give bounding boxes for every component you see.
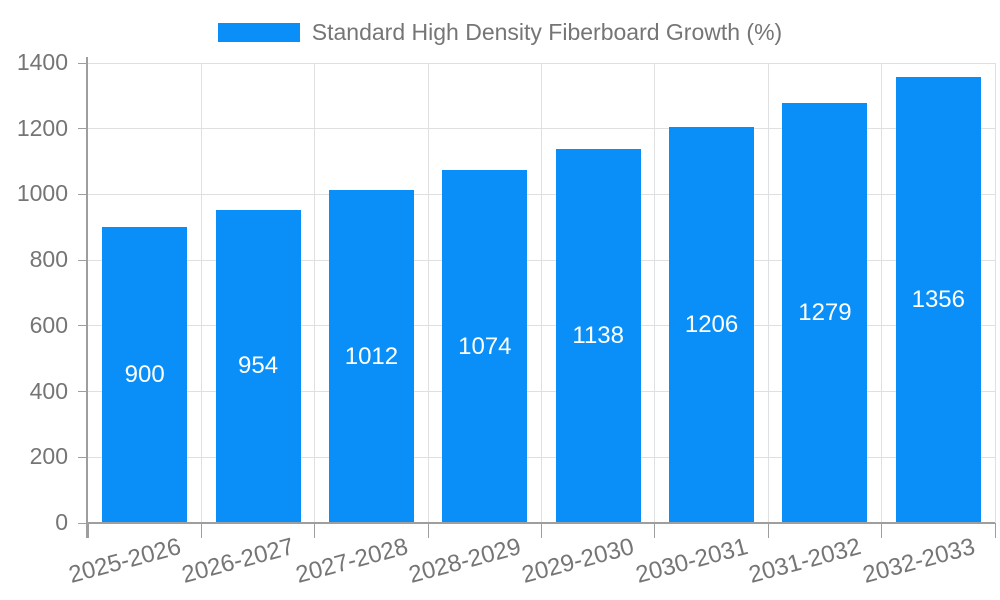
bar-2029-2030[interactable] — [555, 149, 641, 523]
x-tick — [881, 523, 883, 538]
bar-2031-2032[interactable] — [782, 102, 868, 523]
legend-swatch — [217, 22, 300, 42]
x-tick-label: 2030-2031 — [632, 533, 751, 589]
gridline-x-6 — [767, 63, 769, 523]
bar-value-label: 1279 — [798, 298, 852, 326]
x-axis-line — [88, 522, 995, 524]
bar-2032-2033[interactable] — [895, 77, 981, 523]
bar-2025-2026[interactable] — [102, 227, 188, 523]
gridline-x-8 — [994, 63, 996, 523]
y-tick-label: 1400 — [16, 49, 68, 75]
bar-value-label: 900 — [124, 361, 165, 389]
bar-2026-2027[interactable] — [215, 209, 301, 523]
gridline-x-3 — [427, 63, 429, 523]
y-tick — [78, 62, 88, 64]
x-tick — [314, 523, 316, 538]
bar-value-label: 1012 — [344, 342, 399, 370]
x-tick — [427, 523, 429, 538]
y-tick-label: 600 — [29, 311, 68, 338]
x-tick-label: 2027-2028 — [292, 533, 411, 589]
gridline-x-2 — [314, 63, 316, 523]
x-tick — [541, 523, 542, 538]
y-tick — [78, 456, 88, 458]
y-tick — [78, 193, 88, 195]
y-tick-label: 400 — [29, 377, 68, 404]
y-tick-label: 800 — [29, 246, 68, 273]
bar-value-label: 1206 — [684, 310, 739, 338]
y-tick-label: 1000 — [16, 180, 68, 207]
bar-2028-2029[interactable] — [442, 170, 528, 523]
x-tick-label: 2032-2033 — [859, 533, 978, 589]
y-tick-label: 200 — [29, 443, 68, 470]
x-tick-label: 2028-2029 — [405, 533, 524, 589]
x-tick-label: 2031-2032 — [746, 533, 864, 589]
x-tick — [200, 523, 202, 538]
bar-value-label: 1138 — [572, 322, 624, 350]
bar-value-label: 1356 — [911, 286, 965, 314]
y-tick — [78, 391, 88, 393]
x-tick-label: 2025-2026 — [65, 533, 184, 589]
y-axis-line — [86, 57, 88, 538]
gridline-x-7 — [881, 63, 883, 523]
bar-2027-2028[interactable] — [328, 190, 414, 523]
gridline-x-5 — [654, 63, 656, 523]
y-tick — [78, 128, 88, 130]
bar-value-label: 954 — [238, 352, 279, 380]
x-tick — [994, 523, 996, 538]
gridline-x-4 — [541, 63, 542, 523]
y-tick — [78, 259, 88, 261]
legend[interactable]: Standard High Density Fiberboard Growth … — [0, 16, 1000, 48]
legend-label: Standard High Density Fiberboard Growth … — [311, 18, 783, 45]
x-tick-label: 2029-2030 — [519, 533, 638, 589]
y-tick — [78, 522, 88, 524]
x-tick-label: 2026-2027 — [179, 533, 298, 589]
bar-value-label: 1074 — [458, 332, 512, 360]
y-tick-label: 1200 — [16, 114, 68, 141]
x-tick — [654, 523, 656, 538]
x-tick — [767, 523, 769, 538]
y-tick — [78, 325, 88, 327]
gridline-x-1 — [200, 63, 202, 523]
y-tick-label: 0 — [55, 509, 68, 535]
bar-2030-2031[interactable] — [669, 126, 755, 523]
x-tick — [87, 523, 89, 538]
